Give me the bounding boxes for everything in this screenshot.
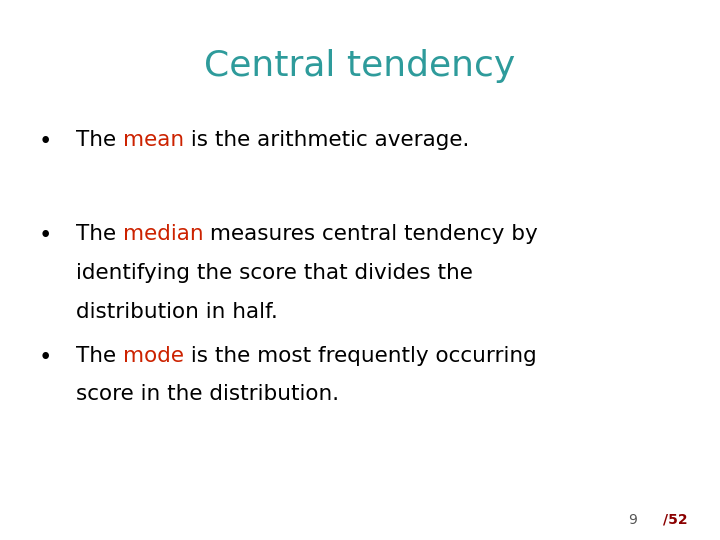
Text: distribution in half.: distribution in half. (76, 302, 277, 322)
Text: The: The (76, 346, 122, 366)
Text: •: • (39, 346, 53, 369)
Text: mean: mean (122, 130, 184, 150)
Text: •: • (39, 224, 53, 247)
Text: mode: mode (122, 346, 184, 366)
Text: 9: 9 (629, 512, 637, 526)
Text: Central tendency: Central tendency (204, 49, 516, 83)
Text: is the arithmetic average.: is the arithmetic average. (184, 130, 469, 150)
Text: /52: /52 (663, 512, 688, 526)
Text: The: The (76, 130, 122, 150)
Text: median: median (122, 224, 203, 244)
Text: is the most frequently occurring: is the most frequently occurring (184, 346, 536, 366)
Text: identifying the score that divides the: identifying the score that divides the (76, 263, 472, 283)
Text: score in the distribution.: score in the distribution. (76, 384, 338, 404)
Text: measures central tendency by: measures central tendency by (203, 224, 538, 244)
Text: •: • (39, 130, 53, 153)
Text: The: The (76, 224, 122, 244)
